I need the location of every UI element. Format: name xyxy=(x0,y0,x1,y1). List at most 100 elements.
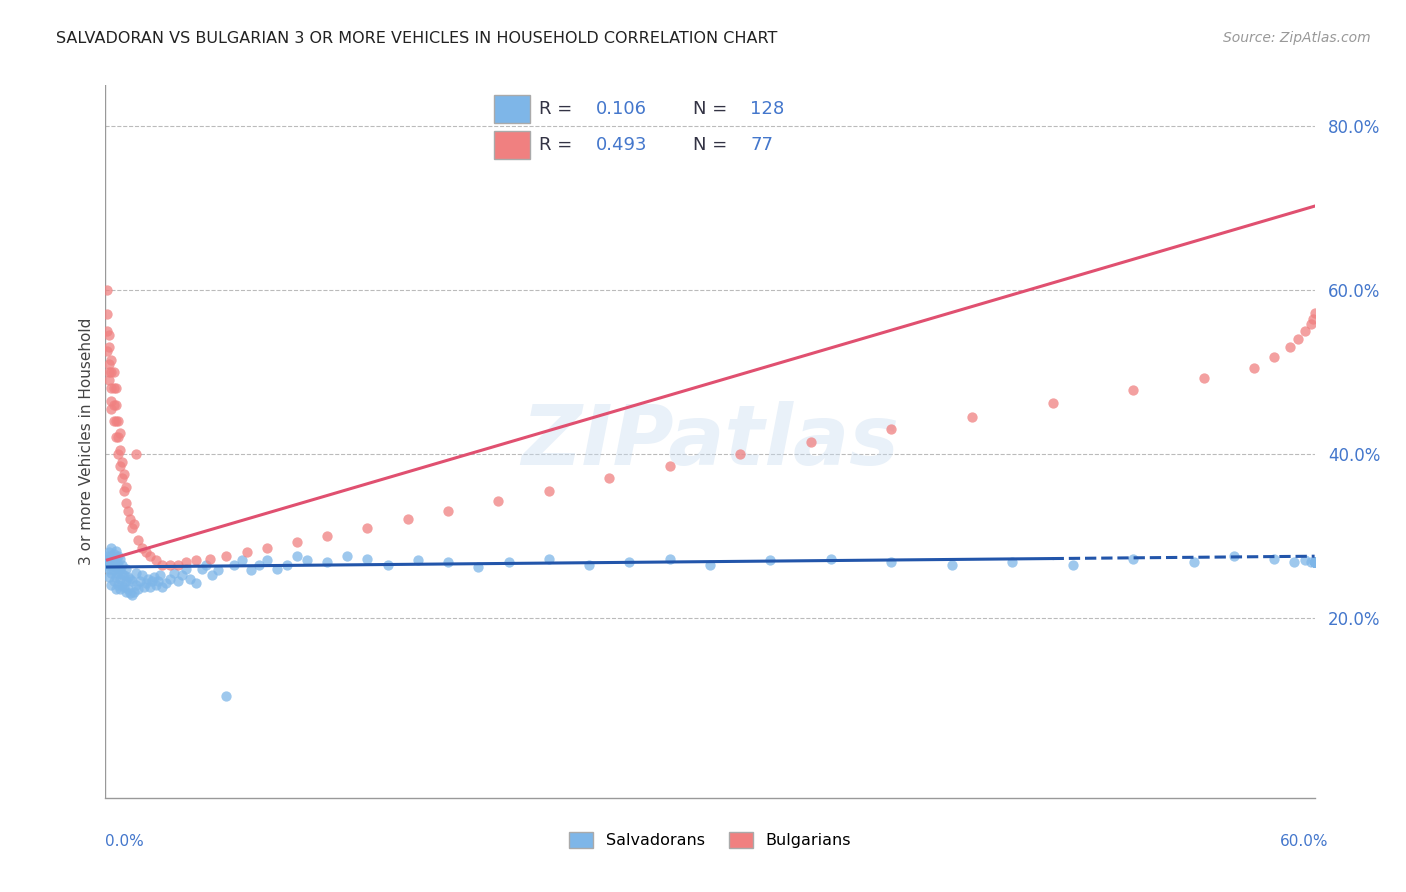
Point xyxy=(1303,555,1326,569)
Point xyxy=(155,576,177,591)
Point xyxy=(195,558,218,572)
Point xyxy=(1284,555,1306,569)
Text: ZIPatlas: ZIPatlas xyxy=(522,401,898,482)
Point xyxy=(118,512,141,526)
Point xyxy=(98,570,121,584)
Point xyxy=(107,558,129,572)
Point xyxy=(1122,551,1144,566)
Point xyxy=(256,553,278,567)
Text: R =: R = xyxy=(538,100,578,118)
Point xyxy=(191,562,214,576)
Point xyxy=(1303,555,1326,569)
Point xyxy=(247,558,270,572)
Point xyxy=(114,496,136,510)
Point xyxy=(108,459,131,474)
Point xyxy=(124,566,148,580)
Point xyxy=(100,401,122,416)
Point xyxy=(135,545,157,559)
Point xyxy=(108,572,131,586)
Point xyxy=(96,283,118,297)
Point xyxy=(110,455,132,469)
Point xyxy=(276,558,298,572)
Point xyxy=(1303,555,1326,569)
Point xyxy=(104,543,127,558)
Point xyxy=(1001,555,1024,569)
Point xyxy=(1303,555,1326,569)
Point xyxy=(110,558,132,572)
Point xyxy=(103,547,125,561)
Y-axis label: 3 or more Vehicles in Household: 3 or more Vehicles in Household xyxy=(79,318,94,566)
Point xyxy=(117,570,139,584)
Point xyxy=(114,562,136,576)
Point xyxy=(121,588,143,602)
Point xyxy=(96,549,118,564)
Text: 0.493: 0.493 xyxy=(596,136,648,154)
Point xyxy=(1263,350,1285,364)
Point xyxy=(104,430,127,444)
Point xyxy=(377,558,399,572)
Point xyxy=(941,558,963,572)
Point xyxy=(1279,340,1302,354)
Point xyxy=(207,563,229,577)
Point xyxy=(1294,324,1316,338)
Point xyxy=(103,563,125,577)
Point xyxy=(167,574,190,588)
Point xyxy=(108,582,131,597)
Point xyxy=(179,572,201,586)
Point xyxy=(215,689,238,703)
Point xyxy=(118,586,141,600)
Point xyxy=(537,551,560,566)
Point xyxy=(142,570,165,584)
Point xyxy=(107,414,129,428)
Point xyxy=(1303,555,1326,569)
Point xyxy=(467,560,489,574)
Point xyxy=(1303,555,1326,569)
Point xyxy=(1303,555,1326,569)
Point xyxy=(170,568,193,582)
Point xyxy=(108,551,131,566)
Point xyxy=(98,365,121,379)
Point xyxy=(98,562,121,576)
Point xyxy=(224,558,246,572)
Point xyxy=(235,545,257,559)
Point xyxy=(658,551,681,566)
Point xyxy=(498,555,520,569)
Point xyxy=(98,327,121,342)
Point xyxy=(336,549,359,564)
Point xyxy=(1299,318,1322,332)
Point xyxy=(98,545,121,559)
Point xyxy=(135,576,157,591)
Point xyxy=(108,442,131,457)
Point xyxy=(98,373,121,387)
Point xyxy=(141,574,163,588)
Point xyxy=(759,553,782,567)
Point xyxy=(174,562,197,576)
Point xyxy=(396,512,419,526)
Point xyxy=(118,572,141,586)
Point xyxy=(880,422,903,436)
Point xyxy=(103,414,125,428)
Point xyxy=(150,558,173,572)
Point xyxy=(159,558,181,572)
Point xyxy=(598,471,620,485)
Point xyxy=(112,467,135,482)
Point xyxy=(186,553,208,567)
Point xyxy=(96,558,118,572)
Point xyxy=(356,521,378,535)
Point xyxy=(201,568,224,582)
Point xyxy=(98,340,121,354)
Point xyxy=(131,541,153,556)
Point xyxy=(104,582,127,597)
Point xyxy=(1303,555,1326,569)
Point xyxy=(658,459,681,474)
Point xyxy=(122,584,145,599)
Point xyxy=(103,398,125,412)
Point xyxy=(108,426,131,441)
Point xyxy=(1303,555,1326,569)
Point xyxy=(139,580,162,594)
Point xyxy=(103,381,125,395)
Point xyxy=(131,568,153,582)
Text: R =: R = xyxy=(538,136,578,154)
Point xyxy=(1192,371,1215,385)
Point xyxy=(1299,555,1322,569)
